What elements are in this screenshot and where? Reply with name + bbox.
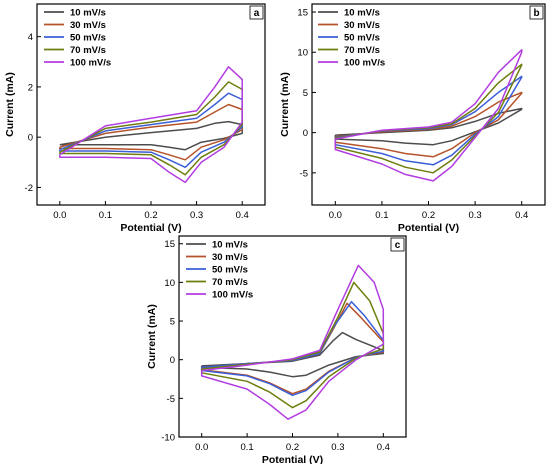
x-tick-label: 0.2 (422, 210, 435, 221)
y-tick-label: 10 (297, 48, 308, 59)
y-axis-label: Current (mA) (4, 72, 16, 137)
legend: 10 mV/s30 mV/s 50 mV/s70 mV/s 100 mV/s (44, 8, 111, 69)
x-axis-label: Potential (V) (262, 454, 323, 464)
legend-label: 30 mV/s (344, 20, 380, 31)
legend: 10 mV/s30 mV/s 50 mV/s70 mV/s 100 mV/s (318, 8, 385, 69)
y-tick-label: 2 (28, 82, 33, 93)
x-tick-label: 0.0 (195, 442, 208, 453)
x-axis-label: Potential (V) (120, 222, 181, 234)
y-axis-label: Current (mA) (279, 72, 291, 137)
x-tick-label: 0.2 (286, 442, 299, 453)
series-line-30-mV-s (334, 91, 523, 158)
legend-label: 100 mV/s (70, 58, 111, 69)
x-tick-label: 0.0 (329, 210, 342, 221)
chart-panel-b: 0.0 0.1 0.2 0.3 0.4 -5 0 5 10 15 Potential (V) Curr… (279, 3, 546, 234)
series-line-100-mV-s (59, 66, 243, 184)
legend-label: 10 mV/s (70, 8, 106, 19)
y-tick-label: 5 (303, 88, 308, 99)
panel-label-box (390, 237, 405, 252)
legend-label: 70 mV/s (70, 45, 106, 56)
y-axis-label: Current (mA) (146, 304, 158, 369)
y-tick-label: 0 (28, 133, 33, 144)
chart-panel-a: 0.0 0.1 0.2 0.3 0.4 -2 0 2 4 Potential (V) Current… (4, 3, 266, 234)
y-tick-label: 0 (170, 355, 175, 366)
panel-label-box (529, 5, 544, 20)
panel-label: c (395, 240, 401, 251)
legend-label: 10 mV/s (344, 8, 380, 19)
legend-label: 10 mV/s (212, 240, 248, 251)
x-axis-label: Potential (V) (398, 222, 459, 234)
x-tick-label: 0.3 (468, 210, 481, 221)
series-line-50-mV-s (200, 300, 385, 397)
series-line-70-mV-s (59, 81, 243, 176)
y-tick-label: 15 (297, 8, 308, 19)
series-line-30-mV-s (200, 302, 385, 395)
y-tick-label: 5 (170, 317, 175, 328)
legend: 10 mV/s30 mV/s 50 mV/s70 mV/s 100 mV/s (186, 240, 253, 301)
legend-label: 50 mV/s (344, 33, 380, 44)
legend-label: 100 mV/s (212, 290, 253, 301)
chart-panel-c: 0.0 0.1 0.2 0.3 0.4 -10 -5 0 5 10 15 Potential (V) C… (146, 235, 407, 466)
y-tick-label: -10 (161, 433, 175, 444)
panel-label: a (254, 8, 260, 19)
series-line-10-mV-s (59, 120, 243, 151)
series-line-10-mV-s (334, 107, 523, 146)
x-tick-label: 0.3 (331, 442, 344, 453)
x-tick-label: 0.1 (240, 442, 253, 453)
y-tick-label: 10 (164, 278, 175, 289)
series-line-10-mV-s (200, 331, 385, 378)
legend-label: 30 mV/s (70, 20, 106, 31)
legend-label: 50 mV/s (212, 265, 248, 276)
x-tick-label: 0.0 (53, 210, 66, 221)
x-tick-label: 0.4 (515, 210, 528, 221)
panel-label: b (533, 8, 539, 19)
y-tick-label: 15 (164, 239, 175, 250)
legend-label: 50 mV/s (70, 33, 106, 44)
legend-label: 70 mV/s (344, 45, 380, 56)
x-tick-label: 0.4 (377, 442, 390, 453)
x-tick-label: 0.4 (236, 210, 249, 221)
legend-label: 70 mV/s (212, 277, 248, 288)
legend-label: 100 mV/s (344, 58, 385, 69)
x-tick-label: 0.2 (144, 210, 157, 221)
x-tick-label: 0.3 (190, 210, 203, 221)
series-line-70-mV-s (200, 281, 385, 409)
panel-label-box (249, 5, 264, 20)
y-tick-label: -5 (300, 168, 308, 179)
legend-label: 30 mV/s (212, 252, 248, 263)
y-tick-label: -5 (167, 394, 175, 405)
y-tick-label: -2 (25, 183, 33, 194)
y-tick-label: 4 (28, 32, 33, 43)
x-tick-label: 0.1 (99, 210, 112, 221)
series-line-50-mV-s (334, 75, 523, 166)
series-line-70-mV-s (334, 63, 523, 174)
series-line-100-mV-s (334, 49, 523, 182)
series-line-100-mV-s (200, 264, 385, 420)
x-tick-label: 0.1 (375, 210, 388, 221)
series-line-50-mV-s (59, 92, 243, 169)
y-tick-label: 0 (303, 128, 308, 139)
